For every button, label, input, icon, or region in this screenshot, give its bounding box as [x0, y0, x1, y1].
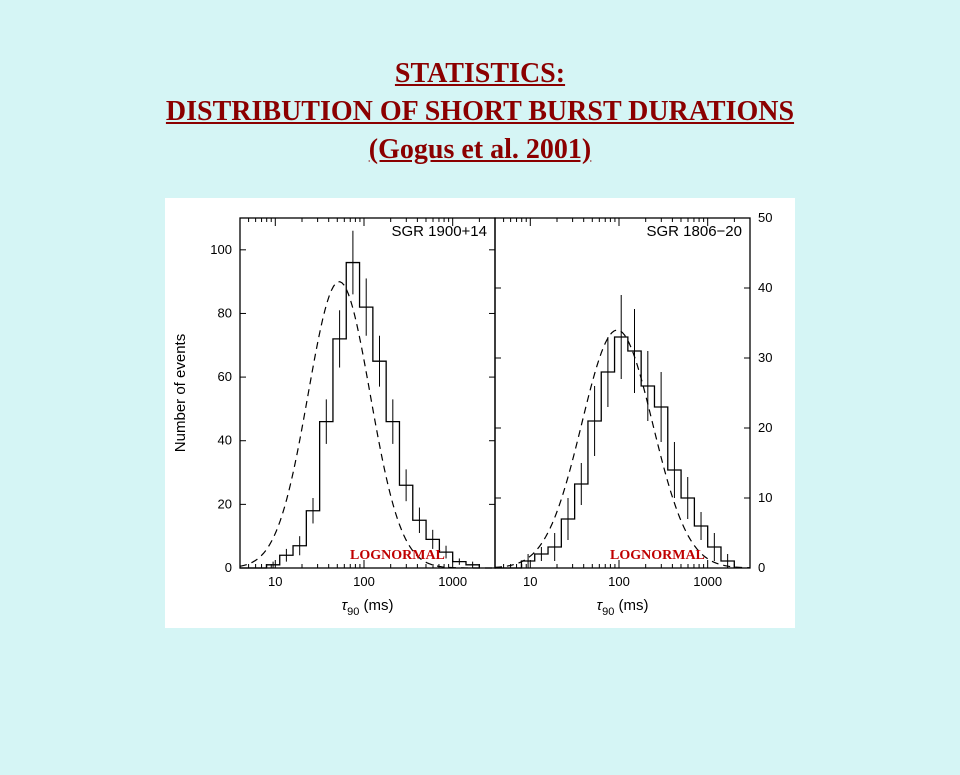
svg-text:40: 40: [218, 433, 232, 448]
svg-text:10: 10: [523, 574, 537, 589]
svg-text:60: 60: [218, 369, 232, 384]
svg-text:Number of events: Number of events: [172, 334, 189, 452]
svg-text:50: 50: [758, 210, 772, 225]
slide: { "title_line1": "STATISTICS:", "title_l…: [0, 55, 960, 775]
figure-wrap: 101001000020406080100τ90 (ms)SGR 1900+14…: [165, 198, 795, 628]
slide-title: STATISTICS: DISTRIBUTION OF SHORT BURST …: [60, 55, 900, 168]
svg-text:0: 0: [758, 560, 765, 575]
lognormal-label-right: LOGNORMAL: [610, 548, 705, 564]
lognormal-label-left: LOGNORMAL: [350, 548, 445, 564]
svg-text:100: 100: [353, 574, 375, 589]
svg-text:1000: 1000: [438, 574, 467, 589]
title-line-3: (Gogus et al. 2001): [369, 134, 591, 165]
svg-text:SGR 1806−20: SGR 1806−20: [647, 223, 743, 240]
title-line-1: STATISTICS:: [395, 58, 565, 89]
svg-text:0: 0: [225, 560, 232, 575]
svg-text:10: 10: [758, 490, 772, 505]
svg-text:τ90 (ms): τ90 (ms): [596, 597, 648, 618]
svg-text:40: 40: [758, 280, 772, 295]
svg-text:80: 80: [218, 306, 232, 321]
svg-text:1000: 1000: [693, 574, 722, 589]
svg-text:τ90 (ms): τ90 (ms): [341, 597, 393, 618]
svg-text:10: 10: [268, 574, 282, 589]
svg-text:20: 20: [758, 420, 772, 435]
svg-text:20: 20: [218, 497, 232, 512]
svg-text:SGR 1900+14: SGR 1900+14: [392, 223, 488, 240]
svg-text:100: 100: [608, 574, 630, 589]
title-line-2: DISTRIBUTION OF SHORT BURST DURATIONS: [166, 96, 794, 127]
svg-text:30: 30: [758, 350, 772, 365]
svg-text:100: 100: [210, 242, 232, 257]
